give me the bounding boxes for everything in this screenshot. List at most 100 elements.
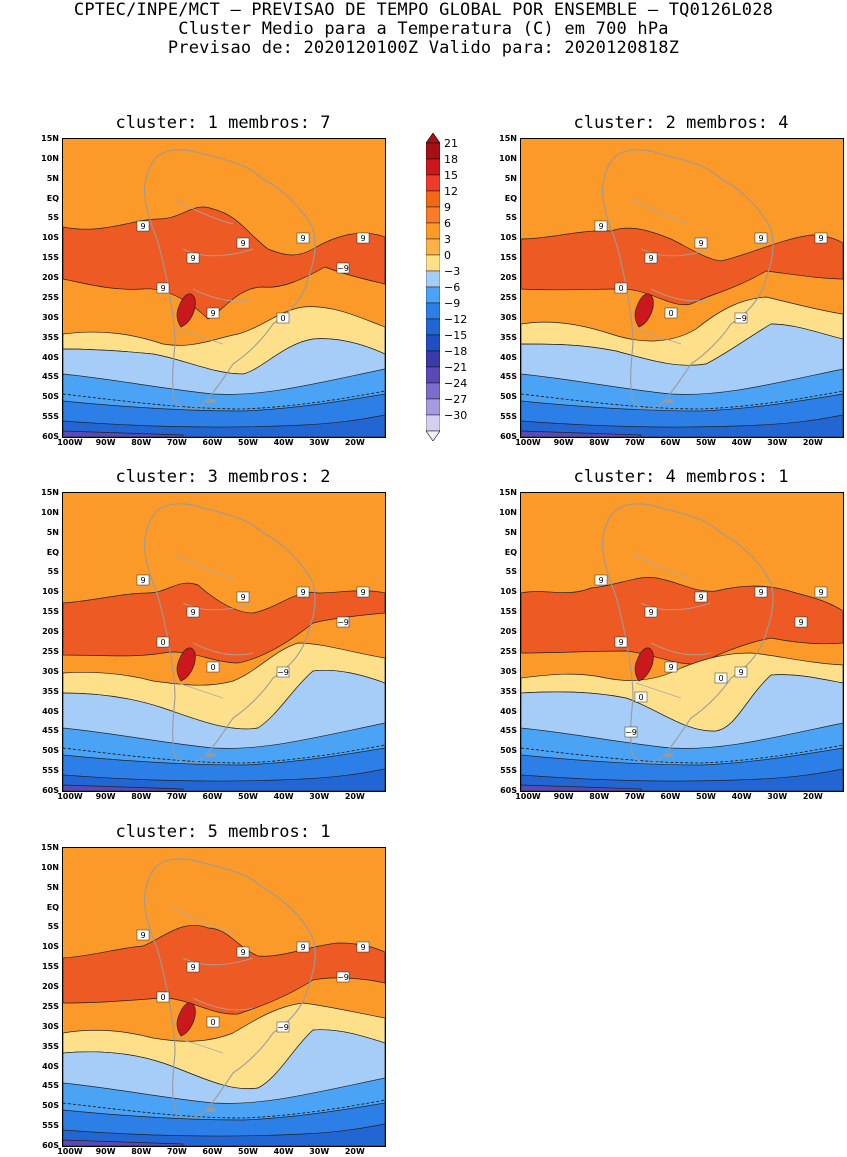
longitude-tick-label: 100W: [57, 1147, 83, 1156]
map-panel-cluster-4: 9 9 9 9 9 9 9 9 9 0 0 −9: [520, 492, 844, 792]
temperature-field-1: 9 9 9 9 9 9 9 0 −9: [63, 139, 385, 437]
falkland-islands: [206, 399, 216, 403]
latitude-tick-label: 45S: [500, 372, 517, 382]
contour-minus-9: [63, 1099, 385, 1119]
latitude-tick-label: 5S: [47, 213, 59, 223]
longitude-tick-label: 70W: [166, 1147, 187, 1156]
contour-label: −9: [276, 1021, 290, 1033]
temperature-band: [634, 647, 654, 682]
latitude-tick-label: 55S: [42, 412, 59, 422]
colorbar-label: 12: [444, 185, 458, 198]
map-panel-cluster-1: 9 9 9 9 9 9 9 0 −9: [62, 138, 386, 438]
longitude-tick-label: 70W: [166, 792, 187, 801]
latitude-tick-label: 15N: [41, 134, 59, 143]
latitude-tick-label: 40S: [42, 706, 59, 716]
colorbar-swatch: [425, 158, 441, 176]
longitude-tick-label: 100W: [515, 792, 541, 801]
contour-label: −9: [734, 312, 748, 324]
svg-text:9: 9: [190, 254, 195, 263]
longitude-tick-label: 30W: [767, 792, 788, 801]
contour-label: 0: [614, 282, 628, 294]
svg-text:9: 9: [360, 588, 365, 597]
latitude-tick-label: 50S: [42, 392, 59, 402]
colorbar-swatch: [425, 334, 441, 352]
temperature-band: [63, 414, 385, 437]
colorbar-label: −21: [444, 361, 468, 374]
colorbar-swatch: [425, 222, 441, 240]
svg-text:−9: −9: [277, 668, 289, 677]
longitude-tick-label: 80W: [131, 1147, 152, 1156]
main-title: CPTEC/INPE/MCT – PREVISAO DE TEMPO GLOBA…: [73, 0, 774, 20]
colorbar-label: 18: [444, 153, 458, 166]
svg-text:9: 9: [758, 234, 763, 243]
longitude-tick-label: 60W: [660, 792, 681, 801]
latitude-tick-label: 20S: [500, 273, 517, 283]
south-america-coastline: [602, 503, 774, 764]
temperature-band: [176, 293, 196, 328]
south-america-coastline: [144, 149, 316, 410]
colorbar-swatch: [425, 190, 441, 208]
contour-label: 0: [664, 307, 678, 319]
latitude-tick-label: 35S: [42, 332, 59, 342]
latitude-tick-label: 60S: [42, 786, 59, 795]
temperature-band: [176, 1002, 196, 1037]
longitude-tick-label: 30W: [309, 438, 330, 447]
svg-text:9: 9: [300, 234, 305, 243]
longitude-tick-label: 40W: [273, 792, 294, 801]
latitude-tick-label: 35S: [500, 686, 517, 696]
contour-minus-9: [63, 744, 385, 764]
colorbar-top-arrow: [425, 132, 441, 144]
colorbar-swatch: [425, 382, 441, 400]
contour-label: 9: [356, 586, 370, 598]
map-panel-cluster-3: 9 9 9 9 9 0 0 −9 −9: [62, 492, 386, 792]
svg-text:9: 9: [190, 608, 195, 617]
latitude-tick-label: 30S: [500, 312, 517, 322]
longitude-tick-label: 60W: [202, 438, 223, 447]
svg-text:9: 9: [240, 948, 245, 957]
contour-minus-9: [521, 744, 843, 764]
contour-label: 9: [206, 307, 220, 319]
latitude-tick-label: 5S: [47, 922, 59, 932]
svg-text:9: 9: [798, 618, 803, 627]
country-borders: [172, 552, 254, 699]
contour-label: 9: [814, 586, 828, 598]
colorbar-label: −30: [444, 409, 468, 422]
latitude-tick-label: EQ: [504, 193, 517, 203]
svg-text:9: 9: [300, 588, 305, 597]
temperature-band: [521, 227, 843, 306]
contour-label: 9: [236, 591, 250, 603]
svg-text:−9: −9: [337, 264, 349, 273]
contour-label: 9: [694, 237, 708, 249]
contour-label: 9: [754, 232, 768, 244]
latitude-tick-label: 40S: [42, 352, 59, 362]
temperature-field-4: 9 9 9 9 9 9 9 9 9 0 0 −9: [521, 493, 843, 791]
temperature-field-5: 9 9 9 9 9 0 0 −9 −9: [63, 848, 385, 1146]
temperature-field-2: 9 9 9 9 9 0 0 −9: [521, 139, 843, 437]
contour-label: 9: [694, 591, 708, 603]
svg-text:9: 9: [360, 943, 365, 952]
contour-label: 9: [186, 252, 200, 264]
longitude-tick-label: 40W: [273, 438, 294, 447]
latitude-tick-label: 5S: [505, 213, 517, 223]
colorbar-label: −15: [444, 329, 468, 342]
country-borders: [172, 198, 254, 345]
latitude-tick-label: 60S: [42, 432, 59, 441]
latitude-tick-label: 10S: [500, 587, 517, 597]
temperature-band: [63, 924, 385, 1015]
contour-label: 9: [356, 232, 370, 244]
contour-label: 9: [734, 666, 748, 678]
svg-text:9: 9: [240, 593, 245, 602]
latitude-tick-label: 50S: [42, 746, 59, 756]
colorbar-swatch: [425, 174, 441, 192]
longitude-tick-label: 90W: [553, 792, 574, 801]
colorbar-swatch: [425, 350, 441, 368]
svg-text:9: 9: [738, 668, 743, 677]
svg-text:9: 9: [190, 963, 195, 972]
svg-text:9: 9: [140, 576, 145, 585]
latitude-tick-label: 10N: [41, 153, 59, 163]
contour-label: 9: [296, 586, 310, 598]
latitude-tick-label: EQ: [46, 902, 59, 912]
country-borders: [630, 198, 712, 345]
contour-label: 9: [296, 941, 310, 953]
temperature-colorbar: [425, 132, 441, 442]
